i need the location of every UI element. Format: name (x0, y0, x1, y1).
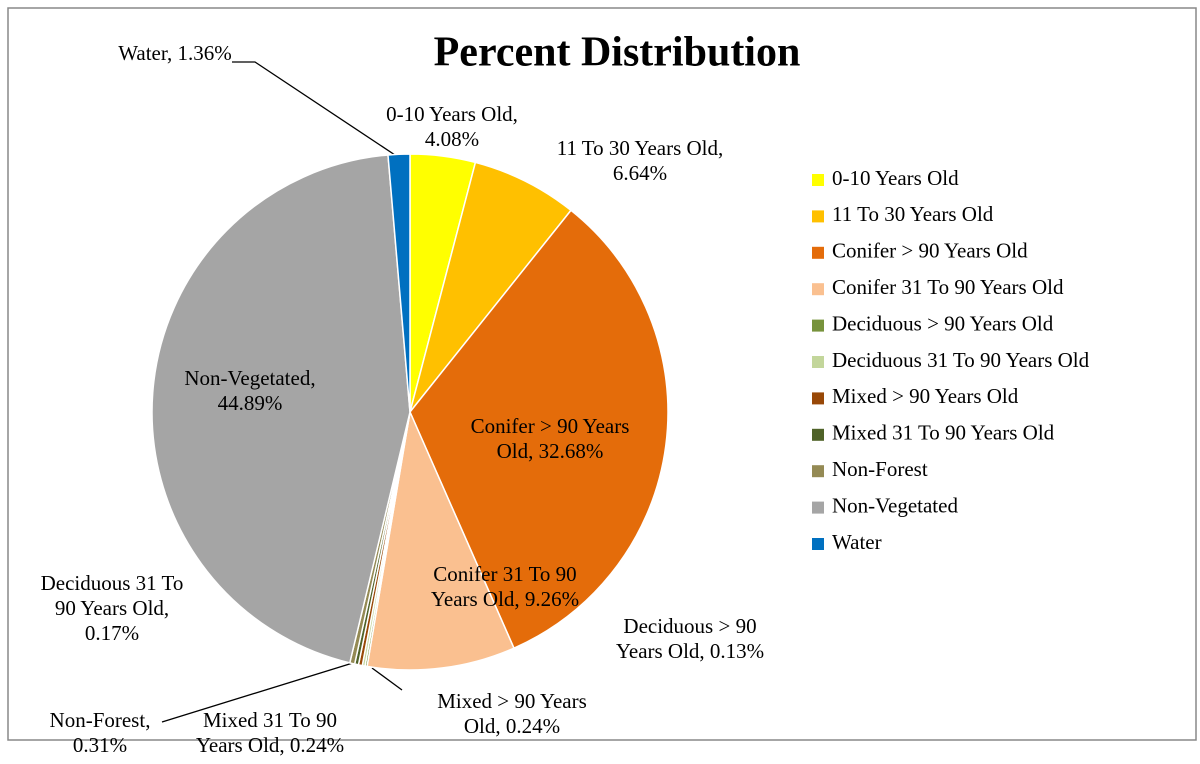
data-label: Mixed > 90 Years Old, 0.24% (437, 689, 587, 738)
legend-label: Water (832, 530, 882, 554)
legend-swatch (812, 210, 824, 223)
data-label: Conifer 31 To 90 Years Old, 9.26% (431, 562, 579, 611)
legend-label: Conifer 31 To 90 Years Old (832, 275, 1064, 299)
data-label: Non-Forest, 0.31% (50, 708, 151, 757)
leader-line (232, 61, 399, 158)
legend-label: Conifer > 90 Years Old (832, 239, 1028, 263)
data-label: Water, 1.36% (118, 41, 232, 65)
data-label: 11 To 30 Years Old, 6.64% (557, 136, 724, 185)
legend-label: Mixed 31 To 90 Years Old (832, 421, 1055, 445)
data-label: Deciduous 31 To 90 Years Old, 0.17% (41, 571, 184, 645)
legend-label: Non-Forest (832, 457, 928, 481)
legend-swatch (812, 501, 824, 514)
data-label: Non-Vegetated, 44.89% (184, 366, 315, 415)
data-label: Conifer > 90 Years Old, 32.68% (471, 414, 630, 463)
legend-swatch (812, 538, 824, 550)
legend-swatch (812, 356, 824, 368)
legend-label: Non-Vegetated (832, 493, 958, 517)
legend-label: 0-10 Years Old (832, 166, 959, 190)
legend-label: Mixed > 90 Years Old (832, 384, 1019, 408)
pie-slice (409, 161, 572, 413)
pie-slice (387, 153, 411, 413)
pie-slice (366, 409, 515, 671)
data-label: Deciduous > 90 Years Old, 0.13% (616, 614, 764, 663)
legend-label: Deciduous > 90 Years Old (832, 311, 1054, 335)
leader-line (371, 667, 403, 691)
legend-swatch (812, 319, 824, 332)
legend-swatch (812, 283, 824, 296)
chart-title: Percent Distribution (434, 30, 801, 76)
legend-swatch (812, 428, 824, 441)
legend-swatch (812, 392, 824, 405)
legend-swatch (812, 174, 824, 186)
pie-slice (151, 154, 411, 664)
data-label: 0-10 Years Old, 4.08% (386, 102, 518, 151)
pie-slice (409, 209, 669, 650)
legend-label: Deciduous 31 To 90 Years Old (832, 348, 1090, 372)
legend-swatch (812, 465, 824, 478)
leader-lines (161, 61, 403, 723)
legend-swatch (812, 246, 824, 259)
legend-label: 11 To 30 Years Old (832, 202, 994, 226)
data-label: Mixed 31 To 90 Years Old, 0.24% (196, 708, 344, 757)
leader-line (161, 661, 357, 723)
